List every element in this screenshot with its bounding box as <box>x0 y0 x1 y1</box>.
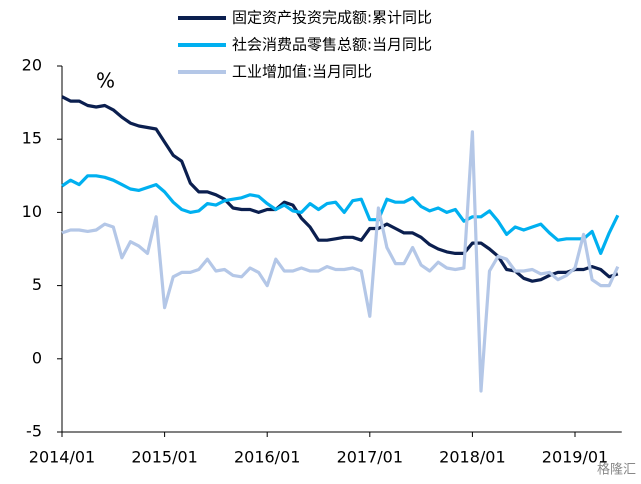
legend-label: 工业增加值:当月同比 <box>232 63 372 81</box>
x-tick-label: 2019/01 <box>542 448 608 467</box>
x-tick-label: 2015/01 <box>131 448 197 467</box>
y-tick-label: 5 <box>32 275 42 294</box>
y-tick-label: 20 <box>22 56 42 75</box>
y-tick-label: 10 <box>22 202 42 221</box>
series-line <box>61 95 619 283</box>
y-tick-label: 15 <box>22 129 42 148</box>
x-tick-label: 2018/01 <box>439 448 505 467</box>
x-tick-label: 2016/01 <box>234 448 300 467</box>
legend-label: 固定资产投资完成额:累计同比 <box>232 9 432 27</box>
series-line <box>61 174 620 255</box>
watermark: 格隆汇 <box>597 462 636 478</box>
series-line <box>61 130 620 393</box>
unit-label: % <box>96 69 115 93</box>
y-tick-label: -5 <box>26 422 42 441</box>
x-tick-label: 2014/01 <box>29 448 95 467</box>
x-tick-label: 2017/01 <box>337 448 403 467</box>
y-tick-label: 0 <box>32 348 42 367</box>
legend-label: 社会消费品零售总额:当月同比 <box>232 36 432 54</box>
